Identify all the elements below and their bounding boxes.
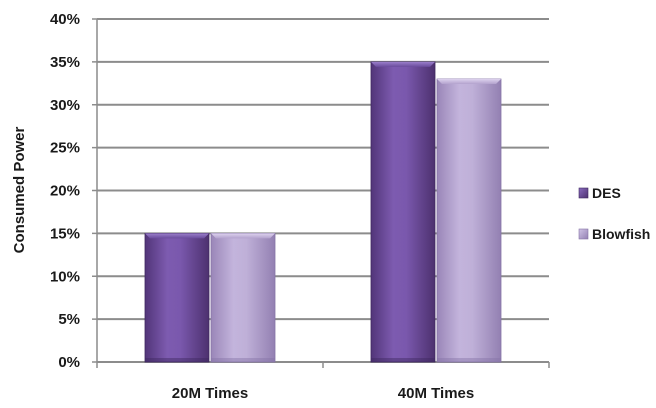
y-tick-label: 10% [50, 268, 80, 285]
bar-des-20m-times [144, 232, 210, 363]
x-tick-label: 20M Times [172, 385, 248, 402]
y-tick-label: 15% [50, 225, 80, 242]
y-tick-label: 0% [58, 354, 80, 371]
bar-blowfish-40m-times [436, 78, 502, 363]
y-tick-label: 30% [50, 97, 80, 114]
bars [144, 61, 502, 363]
bar-face [210, 232, 276, 363]
legend-swatch [578, 228, 589, 240]
bar-blowfish-20m-times [210, 232, 276, 363]
bar-base-shadow [211, 358, 275, 362]
bar-des-40m-times [370, 61, 436, 363]
legend-label: Blowfish [592, 226, 650, 242]
bar-base-shadow [145, 358, 209, 362]
y-tick-label: 5% [58, 311, 80, 328]
bar-base-shadow [437, 358, 501, 362]
bar-top-bevel [371, 61, 435, 67]
legend-label: DES [592, 185, 621, 201]
legend: DES Blowfish [578, 185, 650, 242]
y-axis-title: Consumed Power [11, 126, 28, 253]
bar-face [436, 78, 502, 363]
y-tick-label: 35% [50, 54, 80, 71]
bar-base-shadow [371, 358, 435, 362]
bar-face [144, 232, 210, 363]
x-tick-labels: 20M Times 40M Times [172, 385, 474, 402]
legend-swatch [578, 187, 589, 199]
y-tick-label: 40% [50, 11, 80, 28]
y-tick-labels: 0% 5% 10% 15% 20% 25% 30% 35% 40% [50, 11, 80, 371]
bar-top-bevel [437, 79, 501, 85]
y-tick-label: 20% [50, 183, 80, 200]
legend-item-des: DES [578, 185, 621, 201]
bar-top-bevel [211, 233, 275, 239]
legend-item-blowfish: Blowfish [578, 226, 650, 242]
x-tick-label: 40M Times [398, 385, 474, 402]
bar-top-bevel [145, 233, 209, 239]
y-tick-label: 25% [50, 140, 80, 157]
bar-face [370, 61, 436, 363]
